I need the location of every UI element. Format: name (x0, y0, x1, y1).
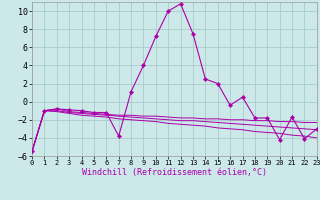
X-axis label: Windchill (Refroidissement éolien,°C): Windchill (Refroidissement éolien,°C) (82, 168, 267, 177)
